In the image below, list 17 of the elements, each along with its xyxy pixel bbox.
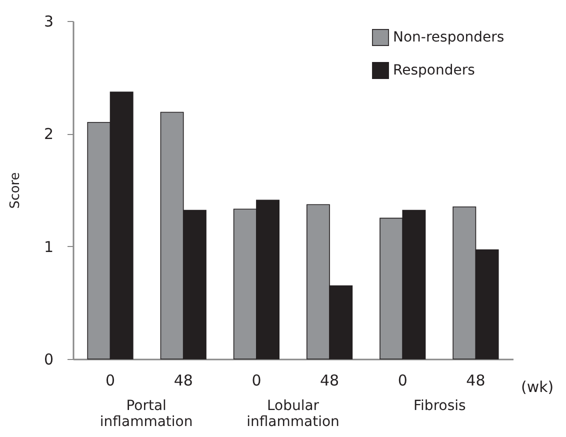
y-tick-label: 2 — [44, 125, 54, 144]
x-tick-label: 48 — [320, 372, 340, 390]
x-tick-label: 0 — [398, 372, 408, 390]
legend-label: Non-responders — [393, 30, 504, 46]
y-axis-title: Score — [8, 172, 23, 209]
y-tick-label: 0 — [44, 350, 54, 368]
text: Fibrosis — [414, 398, 466, 414]
x-tick-label: 48 — [466, 372, 486, 390]
text: Lobular inflammation — [246, 398, 340, 430]
legend-label: Responders — [393, 62, 475, 78]
y-tick-label: 1 — [44, 238, 54, 256]
x-tick-label: 0 — [252, 372, 262, 390]
y-tick-label: 3 — [44, 12, 54, 30]
x-tick-label: 48 — [174, 372, 193, 390]
x-axis-title: (wk) — [521, 378, 554, 396]
text: Portal inflammation — [100, 398, 193, 430]
x-tick-label: 0 — [106, 372, 116, 390]
